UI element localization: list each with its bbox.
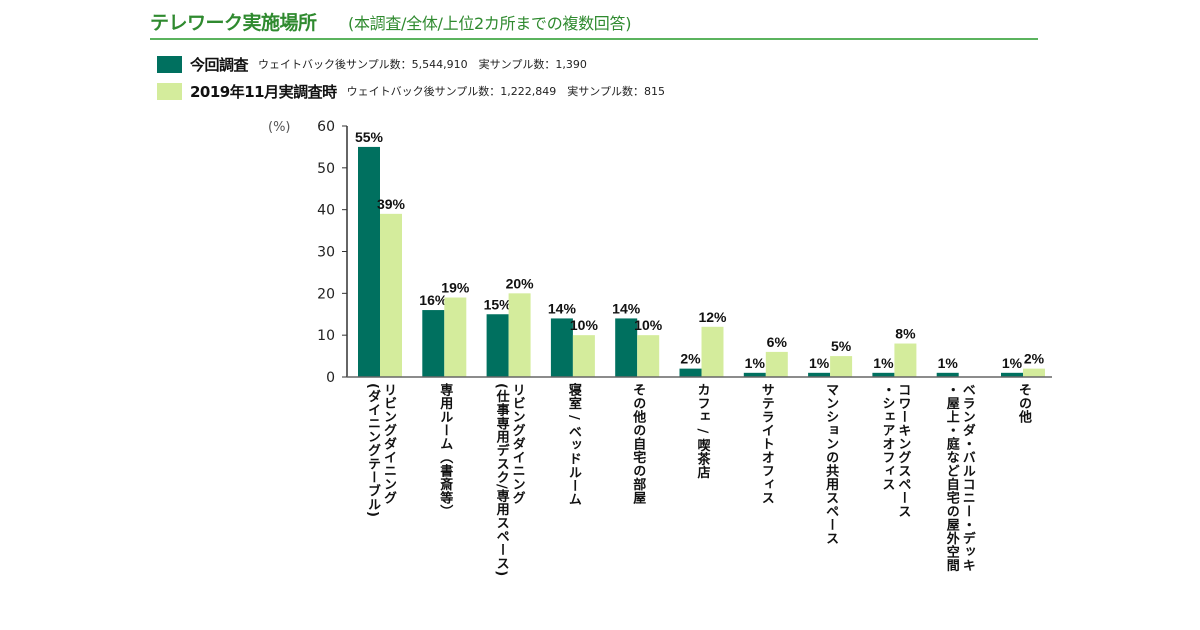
- x-tick-label: 専用ルーム（書斎等）: [437, 383, 453, 518]
- data-label-current: 15%: [484, 296, 513, 312]
- legend-swatch-current: [157, 55, 182, 73]
- bar-current: [679, 368, 702, 377]
- data-label-2019: 8%: [895, 326, 916, 342]
- bar-current: [550, 318, 573, 377]
- bar-current: [872, 372, 895, 377]
- legend-note-current: ウェイトバック後サンプル数：5,544,910 実サンプル数：1,390: [258, 58, 587, 71]
- y-tick-label: 10: [317, 328, 335, 344]
- chart-header: テレワーク実施場所 (本調査/全体/上位2カ所までの複数回答): [150, 8, 1038, 40]
- y-axis-unit-label: (%): [268, 120, 291, 135]
- data-label-current: 1%: [938, 355, 959, 371]
- x-tick-label: リビングダイニング (仕事専用デスク/専用スペース): [493, 383, 525, 577]
- data-label-current: 1%: [745, 355, 766, 371]
- y-tick-label: 0: [326, 370, 335, 386]
- legend-swatch-2019: [157, 82, 182, 100]
- x-tick-label: マンションの共用スペース: [823, 383, 839, 545]
- x-tick-label: リビングダイニング (ダイニングテーブル): [365, 383, 396, 518]
- bar-2019: [572, 335, 595, 377]
- data-label-current: 16%: [419, 292, 448, 308]
- y-tick-label: 30: [317, 245, 335, 261]
- bar-2019: [508, 293, 531, 377]
- bar-2019: [894, 343, 917, 377]
- data-label-current: 1%: [873, 355, 894, 371]
- x-tick-label: その他: [1016, 383, 1031, 424]
- data-label-2019: 19%: [441, 280, 470, 296]
- bar-2019: [637, 335, 660, 377]
- y-tick-label: 40: [317, 203, 335, 219]
- data-label-2019: 12%: [698, 309, 727, 325]
- data-label-2019: 20%: [506, 275, 535, 291]
- x-tick-label: 寝室 / ベッドルーム: [565, 383, 581, 507]
- data-label-current: 1%: [809, 355, 830, 371]
- bar-current: [486, 314, 509, 377]
- y-tick-label: 60: [317, 119, 335, 135]
- bar-current: [743, 372, 766, 377]
- bar-2019: [1023, 368, 1045, 377]
- x-tick-label: サテライトオフィス: [758, 383, 774, 505]
- bar-current: [615, 318, 638, 377]
- bar-2019: [701, 326, 724, 377]
- x-tick-label: コワーキングスペース ・シェアオフィス: [879, 383, 911, 518]
- data-label-2019: 10%: [634, 317, 663, 333]
- legend-item-2019: 2019年11月実調査時 ウェイトバック後サンプル数：1,222,849 実サン…: [157, 81, 665, 101]
- x-tick-label: ベランダ・バルコニー・デッキ ・屋上・庭など自宅の屋外空間: [943, 383, 975, 572]
- data-label-2019: 39%: [377, 196, 406, 212]
- data-label-current: 2%: [680, 351, 701, 367]
- chart-title: テレワーク実施場所: [150, 12, 317, 34]
- x-tick-label: その他の自宅の部屋: [630, 383, 646, 505]
- x-tick-label: カフェ / 喫茶店: [694, 383, 710, 480]
- bar-2019: [830, 356, 853, 377]
- data-label-2019: 2%: [1024, 351, 1045, 367]
- y-tick-label: 50: [317, 161, 335, 177]
- data-label-current: 14%: [612, 300, 641, 316]
- legend-item-current: 今回調査 ウェイトバック後サンプル数：5,544,910 実サンプル数：1,39…: [157, 54, 587, 74]
- data-label-current: 14%: [548, 300, 577, 316]
- bar-2019: [444, 297, 467, 377]
- data-label-current: 1%: [1002, 355, 1023, 371]
- data-label-2019: 5%: [831, 338, 852, 354]
- data-label-current: 55%: [355, 129, 384, 145]
- data-label-2019: 6%: [767, 334, 788, 350]
- bar-current: [808, 372, 831, 377]
- bar-current: [358, 146, 380, 377]
- legend-label-2019: 2019年11月実調査時: [190, 82, 337, 101]
- legend-note-2019: ウェイトバック後サンプル数：1,222,849 実サンプル数：815: [346, 85, 665, 98]
- bar-2019: [380, 213, 402, 377]
- bar-current: [1001, 372, 1023, 377]
- data-label-2019: 10%: [570, 317, 599, 333]
- y-tick-label: 20: [317, 286, 335, 302]
- legend-label-current: 今回調査: [190, 55, 249, 74]
- chart-subtitle: (本調査/全体/上位2カ所までの複数回答): [348, 14, 632, 33]
- bar-2019: [765, 351, 788, 377]
- bar-current: [936, 372, 959, 377]
- bar-current: [422, 310, 445, 377]
